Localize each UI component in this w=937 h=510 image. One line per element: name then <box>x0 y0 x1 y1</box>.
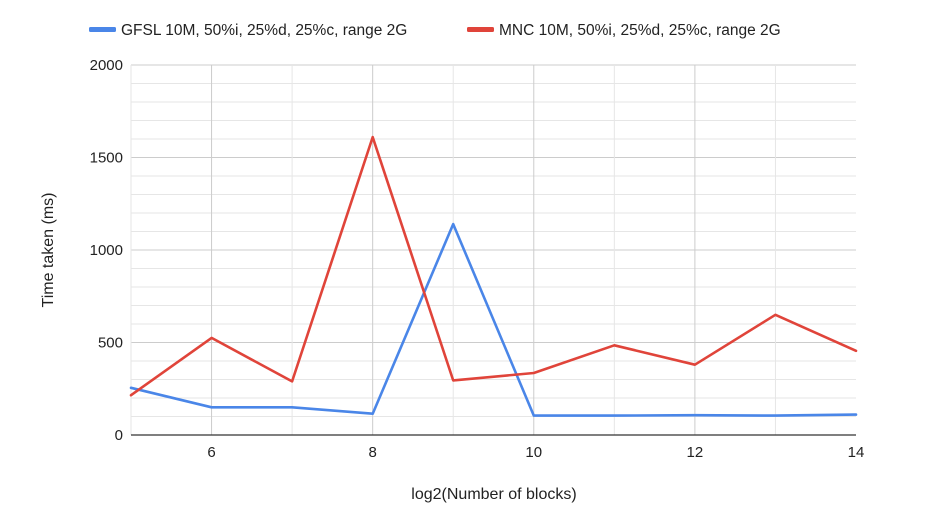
legend-label: MNC 10M, 50%i, 25%d, 25%c, range 2G <box>499 22 781 39</box>
series-line-1 <box>129 222 858 417</box>
x-tick-label: 14 <box>848 444 865 461</box>
series-line-2 <box>129 135 858 397</box>
y-axis-title: Time taken (ms) <box>40 193 57 308</box>
x-tick-label: 10 <box>525 444 542 461</box>
legend-swatch <box>89 27 116 32</box>
y-tick-label: 1000 <box>90 242 123 259</box>
x-axis-ticks: 6 8 10 12 14 <box>207 444 864 461</box>
legend-swatch <box>467 27 494 32</box>
y-tick-label: 1500 <box>90 150 123 167</box>
gridlines <box>130 64 856 435</box>
x-tick-label: 8 <box>368 444 376 461</box>
y-axis-ticks: 0 500 1000 1500 2000 <box>90 57 123 444</box>
x-tick-label: 6 <box>207 444 215 461</box>
y-tick-label: 0 <box>115 427 123 444</box>
x-axis-title: log2(Number of blocks) <box>411 486 576 503</box>
y-tick-label: 2000 <box>90 57 123 74</box>
legend-label: GFSL 10M, 50%i, 25%d, 25%c, range 2G <box>121 22 407 39</box>
y-tick-label: 500 <box>98 335 123 352</box>
legend: GFSL 10M, 50%i, 25%d, 25%c, range 2G MNC … <box>89 22 781 39</box>
series-lines <box>129 135 858 417</box>
x-tick-label: 12 <box>687 444 704 461</box>
